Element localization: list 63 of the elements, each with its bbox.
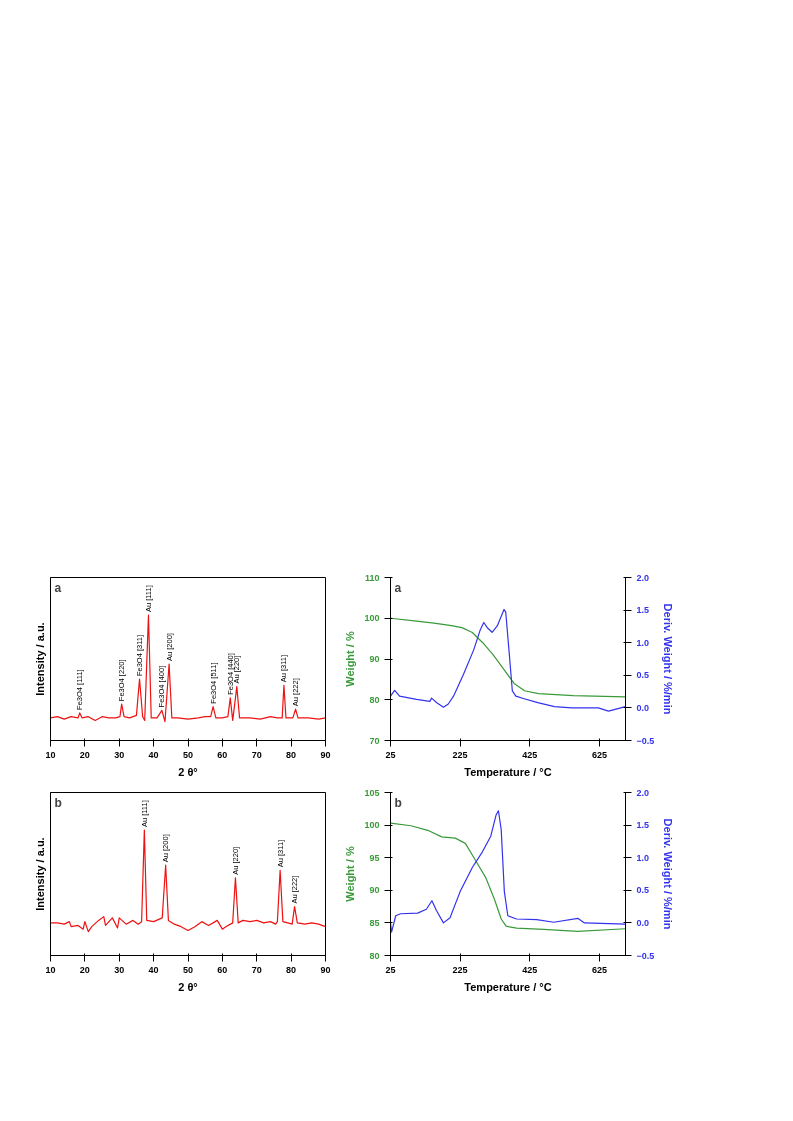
y2-tick-label: −0.5 bbox=[636, 950, 655, 961]
y-tick-label: 100 bbox=[364, 820, 380, 831]
y-tick-label: 80 bbox=[369, 950, 380, 961]
x-tick-label: 60 bbox=[217, 964, 228, 975]
x-axis-title: 2 θ° bbox=[178, 765, 198, 778]
y-tick-label: 95 bbox=[369, 852, 380, 863]
x-tick-label: 625 bbox=[591, 964, 607, 975]
x-tick-label: 225 bbox=[452, 749, 468, 760]
y-axis-title: Weight / % bbox=[344, 631, 357, 687]
y-axis-title: Weight / % bbox=[344, 846, 357, 902]
x-tick-label: 80 bbox=[286, 964, 297, 975]
y-tick-label: 105 bbox=[364, 787, 380, 798]
x-tick-label: 90 bbox=[320, 749, 331, 760]
y-tick-label: 90 bbox=[369, 654, 380, 664]
x-tick-label: 30 bbox=[114, 749, 125, 760]
x-tick-label: 90 bbox=[320, 964, 331, 975]
x-axis-title: Temperature / °C bbox=[464, 765, 552, 778]
y2-tick-label: 1.0 bbox=[636, 637, 650, 648]
x-tick-label: 625 bbox=[591, 749, 607, 760]
y-tick-label: 70 bbox=[369, 735, 380, 746]
x-tick-label: 20 bbox=[79, 749, 90, 760]
y-tick-label: 110 bbox=[364, 572, 380, 583]
y2-tick-label: 0.0 bbox=[636, 917, 650, 928]
x-tick-label: 40 bbox=[148, 749, 159, 760]
y2-tick-label: 2.0 bbox=[636, 787, 650, 798]
y2-axis-title: Deriv. Weight / %/min bbox=[662, 818, 675, 930]
x-tick-label: 50 bbox=[182, 964, 194, 975]
y-axis-title: Intensity / a.u. bbox=[33, 622, 46, 696]
text: a bbox=[54, 580, 62, 595]
y-tick-label: 85 bbox=[369, 917, 380, 928]
x-tick-label: 10 bbox=[45, 749, 56, 760]
y2-tick-label: 0.0 bbox=[636, 702, 650, 713]
x-tick-label: 20 bbox=[79, 964, 90, 975]
y2-tick-label: 1.0 bbox=[636, 852, 650, 863]
text: b bbox=[54, 795, 62, 810]
x-tick-label: 50 bbox=[182, 749, 194, 760]
y2-axis-title: Deriv. Weight / %/min bbox=[662, 603, 675, 715]
y2-tick-label: 1.5 bbox=[636, 820, 650, 831]
y2-tick-label: 0.5 bbox=[636, 670, 650, 681]
annotation: a bbox=[394, 580, 402, 595]
x-tick-label: 10 bbox=[45, 964, 56, 975]
x-tick-label: 425 bbox=[522, 964, 538, 975]
y-tick-label: 90 bbox=[369, 885, 380, 896]
x-tick-label: 40 bbox=[148, 964, 159, 975]
y-axis-title: Intensity / a.u. bbox=[33, 837, 46, 911]
x-tick-label: 225 bbox=[452, 964, 468, 975]
x-tick-label: 70 bbox=[251, 964, 262, 975]
x-tick-label: 60 bbox=[217, 749, 228, 760]
x-tick-label: 25 bbox=[385, 749, 396, 760]
x-axis-title: Temperature / °C bbox=[464, 980, 552, 993]
y2-tick-label: 1.5 bbox=[636, 605, 650, 616]
y2-tick-label: −0.5 bbox=[636, 735, 655, 746]
x-tick-label: 25 bbox=[385, 964, 396, 975]
y-tick-label: 80 bbox=[369, 694, 380, 705]
x-axis-title: 2 θ° bbox=[178, 980, 198, 993]
y2-tick-label: 0.5 bbox=[636, 885, 650, 896]
x-tick-label: 425 bbox=[522, 749, 538, 760]
y2-tick-label: 2.0 bbox=[636, 572, 650, 583]
x-tick-label: 30 bbox=[114, 964, 125, 975]
x-tick-label: 70 bbox=[251, 749, 262, 760]
x-tick-label: 80 bbox=[286, 749, 297, 760]
y-tick-label: 100 bbox=[364, 613, 380, 624]
annotation: b bbox=[394, 795, 402, 810]
